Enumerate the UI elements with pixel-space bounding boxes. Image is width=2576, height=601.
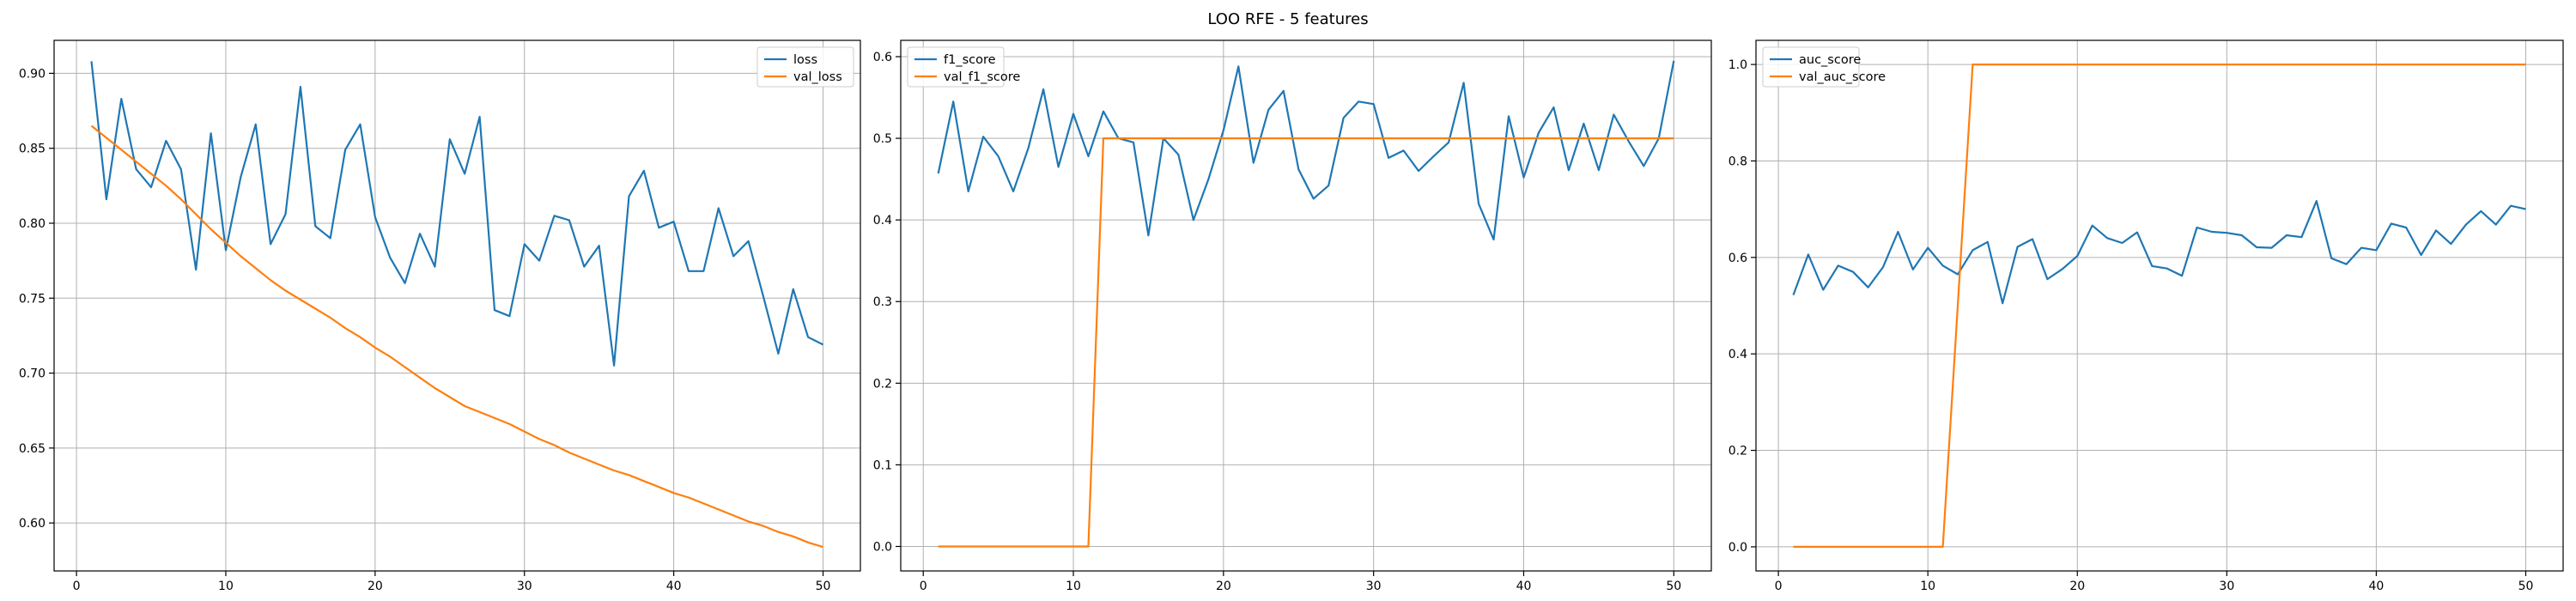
y-tick-label: 0.5 (873, 132, 892, 146)
x-tick-label: 20 (368, 580, 383, 593)
legend-label-auc_score: auc_score (1799, 53, 1861, 67)
y-tick-label: 0.65 (19, 442, 46, 456)
y-tick-label: 0.75 (19, 292, 46, 306)
legend: auc_score val_auc_score (1762, 46, 1886, 88)
figure-title: LOO RFE - 5 features (1207, 10, 1368, 28)
y-tick-label: 0.1 (873, 458, 892, 472)
y-tick-label: 0.80 (19, 217, 46, 231)
y-tick-label: 0.3 (873, 295, 892, 309)
y-tick-label: 0.2 (1728, 445, 1747, 458)
legend-label-loss: loss (793, 53, 817, 67)
axes-frame (1755, 39, 2564, 572)
series-line-f1_score (937, 60, 1675, 241)
y-tick-label: 0.6 (1728, 252, 1747, 265)
series-line-val_auc_score (1793, 63, 2526, 549)
loss-subplot: 0 10 20 30 40 50 0.60 0.65 0.70 0.75 0.80 0.85 0.90 l… (19, 39, 861, 593)
x-tick-label: 10 (218, 580, 234, 593)
y-tick-label: 0.70 (19, 367, 46, 381)
x-tick-label: 40 (1516, 580, 1532, 593)
x-tick-label: 20 (2069, 580, 2085, 593)
x-tick-label: 10 (1920, 580, 1935, 593)
legend-label-val_loss: val_loss (793, 70, 842, 84)
x-tick-label: 40 (2368, 580, 2384, 593)
series-line-val_f1_score (938, 137, 1674, 548)
y-tick-label: 0.2 (873, 377, 892, 391)
y-tick-label: 0.8 (1728, 155, 1747, 168)
x-tick-label: 0 (1775, 580, 1783, 593)
y-tick-label: 0.60 (19, 517, 46, 531)
x-tick-label: 50 (1666, 580, 1681, 593)
x-tick-label: 30 (2219, 580, 2234, 593)
series-line-auc_score (1792, 200, 2526, 305)
y-tick-label: 0.0 (873, 540, 892, 554)
legend-label-f1_score: f1_score (944, 53, 996, 67)
legend-label-val_f1_score: val_f1_score (944, 70, 1020, 84)
y-tick-label: 0.85 (19, 143, 46, 156)
series-line-loss (90, 61, 823, 367)
y-tick-label: 0.6 (873, 51, 892, 64)
y-tick-label: 1.0 (1728, 58, 1747, 72)
legend: f1_score val_f1_score (907, 46, 1020, 88)
legend-label-val_auc_score: val_auc_score (1799, 70, 1886, 84)
x-tick-label: 50 (2518, 580, 2534, 593)
y-tick-label: 0.0 (1728, 541, 1747, 555)
y-tick-label: 0.4 (1728, 348, 1747, 361)
x-tick-label: 20 (1216, 580, 1231, 593)
x-tick-label: 40 (666, 580, 682, 593)
x-tick-label: 0 (920, 580, 927, 593)
axes-frame (53, 39, 861, 572)
x-tick-label: 30 (517, 580, 532, 593)
x-tick-label: 30 (1366, 580, 1382, 593)
y-tick-label: 0.4 (873, 214, 892, 228)
series-line-val_loss (90, 124, 823, 549)
f1-score-subplot: 0 10 20 30 40 50 0.0 0.1 0.2 0.3 0.4 0.5 0.6 f1_score… (873, 39, 1712, 593)
y-tick-label: 0.90 (19, 67, 46, 81)
legend: loss val_loss (756, 46, 854, 88)
axes-frame (900, 39, 1712, 572)
auc-score-subplot: 0 10 20 30 40 50 0.0 0.2 0.4 0.6 0.8 1.0 auc_scoreva… (1728, 39, 2564, 593)
x-tick-label: 0 (73, 580, 81, 593)
x-tick-label: 10 (1066, 580, 1081, 593)
x-tick-label: 50 (816, 580, 831, 593)
